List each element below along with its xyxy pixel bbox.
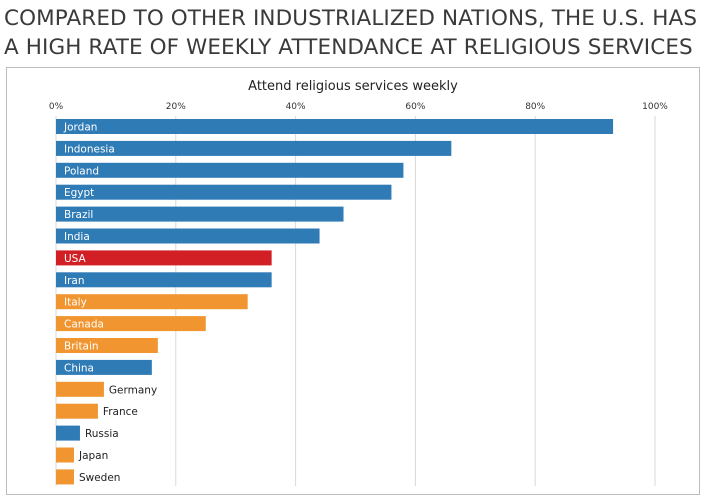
headline-line-1: COMPARED TO OTHER INDUSTRIALIZED NATIONS… [4,6,698,31]
bar-india [56,228,320,244]
headline: COMPARED TO OTHER INDUSTRIALIZED NATIONS… [4,4,704,62]
x-tick-label: 40% [286,102,306,112]
bar-russia [56,425,80,441]
bar-label-france: France [103,406,138,418]
bar-label-russia: Russia [85,428,119,440]
bar-jordan [56,119,614,134]
chart-title: Attend religious services weekly [248,79,458,94]
bar-brazil [56,206,344,222]
bar-indonesia [56,140,452,156]
bar-label-brazil: Brazil [64,209,93,221]
bar-label-sweden: Sweden [79,472,121,484]
bar-britain [56,338,158,353]
bar-label-indonesia: Indonesia [64,143,115,155]
bar-poland [56,162,404,178]
bars: Jordan Indonesia Poland Egypt Brazil India USA… [56,119,614,485]
x-axis-ticks: 0% 20% 40% 60% 80% 100% [49,102,668,112]
bar-china [56,359,152,375]
chart-frame: Attend religious services weekly 0% 20% 40… [6,67,700,495]
x-tick-label: 0% [49,102,64,112]
bar-label-poland: Poland [64,165,99,177]
bar-germany [56,381,104,397]
bar-label-china: China [64,362,94,374]
bar-canada [56,316,206,332]
bar-label-egypt: Egypt [64,187,94,199]
bar-label-iran: Iran [64,275,85,287]
bar-label-usa: USA [64,253,87,265]
bar-usa [56,250,272,266]
x-tick-label: 20% [166,102,186,112]
x-tick-label: 80% [525,102,545,112]
bar-label-italy: Italy [64,297,87,309]
bar-sweden [56,469,74,485]
bar-label-india: India [64,231,90,243]
bar-italy [56,294,248,310]
bar-chart: Attend religious services weekly 0% 20% 40… [49,79,668,486]
bar-france [56,403,98,419]
bar-label-britain: Britain [64,341,99,353]
x-tick-label: 60% [405,102,425,112]
headline-line-2: A HIGH RATE OF WEEKLY ATTENDANCE AT RELI… [4,35,693,60]
bar-iran [56,272,272,288]
bar-label-japan: Japan [78,450,108,462]
bar-egypt [56,184,392,200]
bar-label-jordan: Jordan [63,122,97,134]
bar-japan [56,447,74,463]
x-tick-label: 100% [642,102,668,112]
bar-label-canada: Canada [64,319,104,331]
bar-label-germany: Germany [109,384,157,396]
